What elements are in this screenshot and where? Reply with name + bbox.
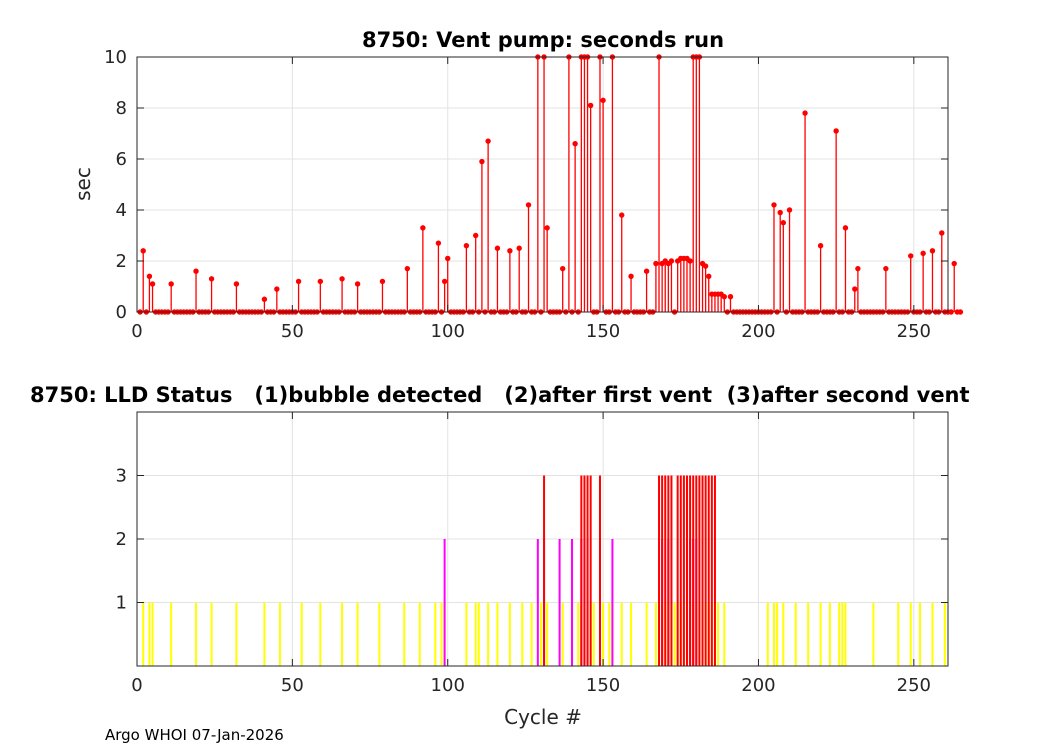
vent-pump-stem-marker xyxy=(619,212,625,218)
vent-pump-stem-marker xyxy=(780,220,787,226)
vent-pump-ytick-label: 10 xyxy=(104,47,127,68)
vent-pump-stem-marker xyxy=(339,276,345,282)
vent-pump-xtick-label: 100 xyxy=(431,321,465,342)
vent-pump-stem-marker xyxy=(587,102,594,109)
vent-pump-stem-marker xyxy=(140,248,146,254)
vent-pump-stem-marker xyxy=(168,281,174,287)
vent-pump-stem-marker xyxy=(842,225,849,231)
lld-status-bars xyxy=(142,475,946,666)
vent-pump-stem-marker xyxy=(706,273,712,279)
vent-pump-stem-marker xyxy=(233,281,240,287)
vent-pump-stem-marker xyxy=(957,309,964,315)
vent-pump-stem-marker xyxy=(507,248,513,254)
lld-status-xtick-label: 200 xyxy=(741,675,775,696)
vent-pump-stem-marker xyxy=(420,225,426,231)
vent-pump-stem-marker xyxy=(948,309,954,315)
vent-pump-stem-marker xyxy=(559,265,566,272)
vent-pump-stem-marker xyxy=(193,268,199,274)
vent-pump-stem-marker xyxy=(544,225,550,231)
lld-status-ytick-label: 3 xyxy=(116,466,127,487)
lld-status-xtick-label: 100 xyxy=(431,675,465,696)
vent-pump-ytick-label: 8 xyxy=(116,98,127,119)
vent-pump-title: 8750: Vent pump: seconds run xyxy=(362,28,724,52)
vent-pump-stem-marker xyxy=(479,158,485,165)
lld-status-ticks: 0 50 100 150 200 250 1 2 3 xyxy=(116,412,948,696)
vent-pump-axes-box xyxy=(136,56,949,313)
vent-pump-stem-marker xyxy=(668,258,675,264)
lld-status-xtick-label: 0 xyxy=(131,675,142,696)
vent-pump-stem-marker xyxy=(354,281,361,287)
vent-pump-stem-marker xyxy=(786,207,793,213)
vent-pump-stem-marker xyxy=(653,260,659,267)
vent-pump-stem-marker xyxy=(929,248,936,254)
vent-pump-stem-marker xyxy=(777,209,783,216)
vent-pump-stem-marker xyxy=(727,294,734,300)
vent-pump-stem-marker xyxy=(939,230,945,236)
vent-pump-stem-marker xyxy=(525,202,532,208)
vent-pump-stem-marker xyxy=(261,296,268,302)
vent-pump-stem-marker xyxy=(149,281,156,287)
vent-pump-stem-marker xyxy=(472,232,479,239)
vent-pump-stem-marker xyxy=(883,265,889,272)
vent-pump-stem-marker xyxy=(379,278,386,285)
vent-pump-stem-marker xyxy=(274,286,280,292)
vent-pump-stem-marker xyxy=(494,245,501,251)
vent-pump-stem-marker xyxy=(643,268,650,274)
lld-status-ytick-label: 2 xyxy=(116,529,127,550)
vent-pump-xtick-label: 250 xyxy=(897,321,931,342)
vent-pump-stem-marker xyxy=(833,128,839,134)
vent-pump-stem-marker xyxy=(802,110,808,116)
vent-pump-stem-marker xyxy=(485,138,491,144)
vent-pump-stem-marker xyxy=(920,250,926,257)
vent-pump-stem-marker xyxy=(852,286,858,292)
vent-pump-xtick-label: 150 xyxy=(586,321,620,342)
lld-status-xtick-label: 250 xyxy=(897,675,931,696)
vent-pump-axes: 0 50 100 150 200 250 0 2 4 6 8 10 8750: Vent pump: … xyxy=(71,28,964,342)
vent-pump-stem-marker xyxy=(771,202,777,208)
vent-pump-stem-marker xyxy=(951,260,957,267)
vent-pump-stem-marker xyxy=(817,243,824,249)
vent-pump-ticks: 0 50 100 150 200 250 0 2 4 6 8 10 xyxy=(104,47,948,342)
vent-pump-stem-marker xyxy=(445,255,451,262)
vent-pump-stem-marker xyxy=(435,240,442,246)
vent-pump-plot-area xyxy=(137,57,948,312)
vent-pump-stem-marker xyxy=(441,278,448,285)
vent-pump-xtick-label: 0 xyxy=(131,321,142,342)
vent-pump-stem-marker xyxy=(516,245,522,251)
vent-pump-ytick-label: 4 xyxy=(116,200,127,221)
vent-pump-xtick-label: 200 xyxy=(741,321,775,342)
vent-pump-stem-marker xyxy=(404,265,411,272)
lld-status-title: 8750: LLD Status (1)bubble detected (2)a… xyxy=(30,383,970,407)
vent-pump-ytick-label: 0 xyxy=(116,302,127,323)
vent-pump-stem-marker xyxy=(317,278,324,285)
vent-pump-ytick-label: 2 xyxy=(116,251,127,272)
vent-pump-stem-marker xyxy=(855,265,861,272)
vent-pump-stem-marker xyxy=(572,141,578,147)
vent-pump-stem-marker xyxy=(628,273,634,279)
vent-pump-stem-marker xyxy=(687,258,693,264)
vent-pump-stem-marker xyxy=(721,294,727,300)
lld-status-ytick-label: 1 xyxy=(116,593,127,614)
lld-status-xlabel: Cycle # xyxy=(504,705,582,729)
vent-pump-ytick-label: 6 xyxy=(116,149,127,170)
vent-pump-stem-marker xyxy=(208,276,215,282)
lld-status-xtick-label: 50 xyxy=(281,675,304,696)
vent-pump-stem-marker xyxy=(702,263,709,269)
vent-pump-xtick-label: 50 xyxy=(281,321,304,342)
vent-pump-stem-marker xyxy=(908,253,914,259)
lld-status-axes: 0 50 100 150 200 250 1 2 3 8750: LLD Status (1)b… xyxy=(30,383,970,729)
vent-pump-stem-marker xyxy=(146,273,153,279)
footer-credit: Argo WHOI 07-Jan-2026 xyxy=(105,726,284,744)
vent-pump-stem-marker xyxy=(463,243,470,249)
vent-pump-stem-marker xyxy=(600,97,606,104)
vent-pump-stem-marker xyxy=(295,278,302,285)
vent-pump-ylabel: sec xyxy=(71,167,95,201)
lld-status-xtick-label: 150 xyxy=(586,675,620,696)
